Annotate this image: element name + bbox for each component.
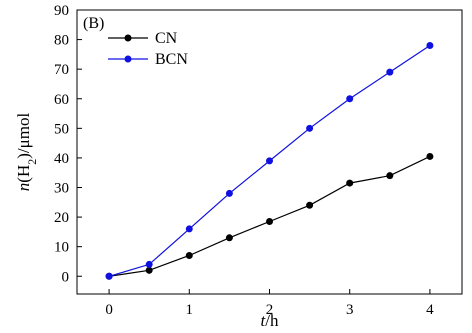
y-tick-label-0: 0 <box>62 269 70 285</box>
data-point-cn-2 <box>185 252 193 260</box>
data-point-bcn-7 <box>386 68 394 76</box>
y-tick-label-3: 30 <box>54 181 69 197</box>
data-point-bcn-4 <box>266 157 273 165</box>
y-tick-label-6: 60 <box>54 92 69 108</box>
data-point-cn-6 <box>346 179 354 187</box>
data-point-bcn-6 <box>346 95 354 103</box>
y-tick-label-5: 50 <box>54 121 69 137</box>
y-axis-label: n(H2)/μmol <box>14 113 39 192</box>
series-line-cn <box>109 155 431 277</box>
x-axis-label-italic: t <box>261 311 267 330</box>
x-tick-label-4: 4 <box>426 302 434 318</box>
data-point-bcn-2 <box>185 225 193 233</box>
data-point-bcn-8 <box>426 42 434 49</box>
panel-label: (B) <box>83 15 104 32</box>
y-tick-label-2: 20 <box>54 210 69 226</box>
legend-label-bcn: BCN <box>155 51 188 68</box>
y-tick-label-4: 40 <box>54 151 69 167</box>
x-axis-label-rest: /h <box>265 311 279 330</box>
data-point-bcn-1 <box>145 260 153 268</box>
y-tick-label-7: 70 <box>54 62 69 78</box>
data-point-cn-8 <box>426 152 434 160</box>
y-axis-label-post: )/μmol <box>14 113 33 159</box>
data-point-cn-7 <box>386 172 394 180</box>
data-point-cn-3 <box>225 234 233 242</box>
x-tick-label-1: 1 <box>186 302 194 318</box>
ticks <box>77 9 431 294</box>
data-point-bcn-0 <box>105 272 113 280</box>
x-axis-label: t/h <box>261 311 279 330</box>
y-axis-label-italic: n <box>14 183 33 192</box>
y-tick-label-8: 80 <box>54 33 69 49</box>
series-layer <box>105 42 434 280</box>
y-tick-label-1: 10 <box>54 240 69 256</box>
y-tick-label-9: 90 <box>54 3 69 19</box>
x-tick-label-2: 2 <box>266 302 274 318</box>
x-tick-label-3: 3 <box>346 302 354 318</box>
y-axis-label-sub: 2 <box>25 159 39 165</box>
data-point-bcn-5 <box>306 124 314 132</box>
plot-area-frame <box>76 9 463 295</box>
data-point-cn-1 <box>145 266 153 274</box>
y-axis-label-pre: (H <box>14 165 33 183</box>
data-point-cn-4 <box>266 218 273 226</box>
data-point-bcn-3 <box>225 189 233 197</box>
legend-label-cn: CN <box>155 30 178 47</box>
legend: CN BCN <box>108 30 188 68</box>
legend-marker-bcn <box>124 55 132 63</box>
x-tick-label-0: 0 <box>105 302 113 318</box>
legend-marker-cn <box>124 34 132 42</box>
data-point-cn-5 <box>306 201 314 209</box>
